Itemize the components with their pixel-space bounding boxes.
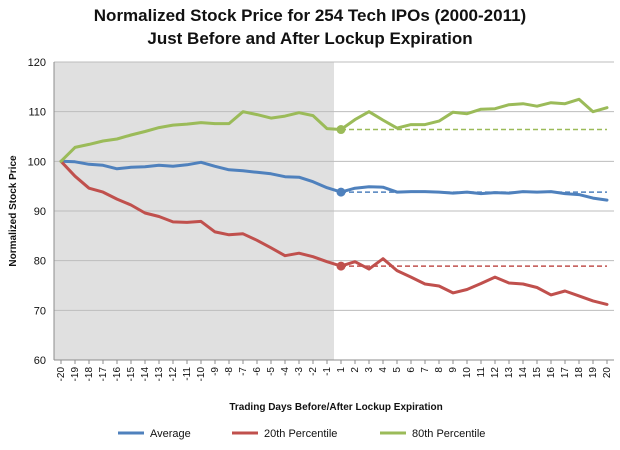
x-tick-label: -15: [126, 367, 137, 382]
x-tick-label: 16: [546, 367, 557, 379]
x-tick-label: 9: [448, 367, 459, 373]
x-tick-label: 19: [588, 367, 599, 379]
x-tick-label: -9: [210, 367, 221, 376]
x-tick-label: -18: [84, 367, 95, 382]
x-tick-label: -10: [196, 367, 207, 382]
x-tick-label: -16: [112, 367, 123, 382]
y-tick-label: 80: [34, 256, 46, 268]
x-tick-label: -1: [322, 367, 333, 376]
x-tick-label: 14: [518, 367, 529, 379]
y-tick-label: 70: [34, 305, 46, 317]
x-tick-label: 8: [434, 367, 445, 373]
x-tick-label: 6: [406, 367, 417, 373]
x-tick-label: 7: [420, 367, 431, 373]
x-tick-label: 15: [532, 367, 543, 379]
x-tick-label: -20: [56, 367, 67, 382]
x-tick-label: -5: [266, 367, 277, 376]
y-tick-label: 110: [28, 107, 46, 119]
chart-title-line-1: Normalized Stock Price for 254 Tech IPOs…: [93, 6, 527, 25]
x-tick-label: 13: [504, 367, 515, 379]
x-tick-label: 1: [336, 367, 347, 373]
y-tick-label: 100: [28, 156, 46, 168]
x-tick-label: 17: [560, 367, 571, 379]
y-tick-label: 120: [28, 57, 46, 69]
y-axis-title: Normalized Stock Price: [8, 155, 19, 267]
legend-label-2: 80th Percentile: [412, 428, 485, 440]
x-tick-label: 20: [602, 367, 613, 379]
series-line-0: [59, 159, 609, 202]
x-tick-label: -3: [294, 367, 305, 376]
x-tick-label: 2: [350, 367, 361, 373]
x-tick-label: 5: [392, 367, 403, 373]
x-tick-label: -7: [238, 367, 249, 376]
x-tick-label: 18: [574, 367, 585, 379]
series-line-1: [59, 159, 609, 306]
x-tick-label: -17: [98, 367, 109, 382]
x-tick-label: -13: [154, 367, 165, 382]
y-tick-label: 90: [34, 206, 46, 218]
x-tick-label: -14: [140, 367, 151, 382]
x-tick-label: 12: [490, 367, 501, 379]
legend-label-0: Average: [150, 428, 191, 440]
x-tick-label: 11: [476, 367, 487, 378]
series-line-2: [59, 97, 609, 163]
x-tick-label: -12: [168, 367, 179, 382]
x-tick-label: -6: [252, 367, 263, 376]
y-tick-label: 60: [34, 355, 46, 367]
x-tick-label: -11: [182, 367, 193, 381]
x-axis-title: Trading Days Before/After Lockup Expirat…: [229, 402, 442, 413]
x-tick-label: -4: [280, 367, 291, 376]
x-tick-label: 3: [364, 367, 375, 373]
x-tick-label: -8: [224, 367, 235, 376]
x-tick-label: -19: [70, 367, 81, 382]
x-tick-label: 10: [462, 367, 473, 379]
chart-title-line-2: Just Before and After Lockup Expiration: [147, 29, 473, 48]
x-tick-label: 4: [378, 367, 389, 373]
legend-label-1: 20th Percentile: [264, 428, 337, 440]
x-tick-label: -2: [308, 367, 319, 376]
